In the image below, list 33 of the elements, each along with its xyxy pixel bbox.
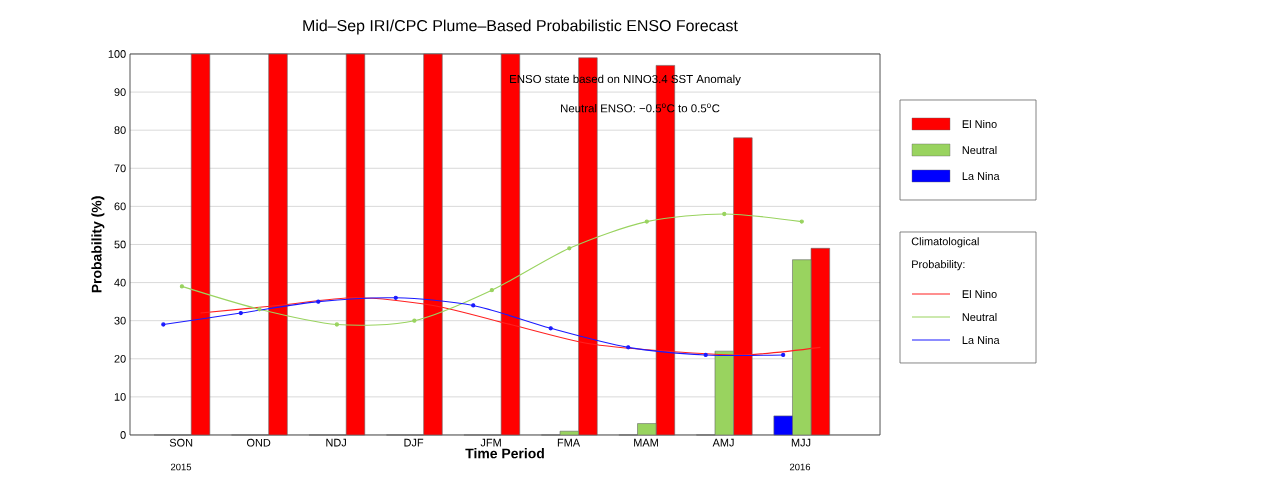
x-tick-label: NDJ xyxy=(326,438,346,447)
y-tick-label: 50 xyxy=(114,240,126,249)
x-tick-label: JFM xyxy=(480,438,501,447)
x-tick-label: OND xyxy=(246,438,271,447)
y-tick-label: 80 xyxy=(114,126,126,135)
y-tick-label: 70 xyxy=(114,164,126,173)
legend-label: Neutral xyxy=(962,145,997,155)
legend-label: La Nina xyxy=(962,171,1000,181)
x-tick-label: AMJ xyxy=(712,438,734,447)
y-tick-label: 100 xyxy=(108,50,126,58)
legend-label: La Nina xyxy=(962,335,1000,345)
chart-title: Mid–Sep IRI/CPC Plume–Based Probabilistic ENSO Forecast xyxy=(303,19,738,35)
y-tick-label: 40 xyxy=(114,278,126,287)
y-tick-label: 10 xyxy=(114,393,126,401)
line-series xyxy=(199,297,821,356)
x-tick-label: MAM xyxy=(634,438,658,447)
x-tick-label: SON xyxy=(169,438,193,447)
y-tick-label: 0 xyxy=(120,431,126,439)
legend-label: Neutral xyxy=(962,312,997,322)
x-tick-label: DJF xyxy=(404,438,424,447)
y-tick-label: 30 xyxy=(114,316,126,325)
y-axis-title: Probability (%) xyxy=(91,196,105,293)
legend-label: El Nino xyxy=(962,289,997,299)
y-tick-label: 60 xyxy=(114,202,126,211)
text: 2015 xyxy=(170,463,192,471)
y-tick-label: 90 xyxy=(114,88,126,96)
x-tick-label: FMA xyxy=(557,438,581,447)
legend-label: El Nino xyxy=(962,119,997,129)
y-tick-label: 20 xyxy=(114,354,126,363)
x-tick-label: MJJ xyxy=(791,438,811,447)
text: 2016 xyxy=(789,463,811,471)
legend-title: Climatological Probability: xyxy=(911,237,979,271)
x-axis-title: Time Period xyxy=(465,448,544,459)
